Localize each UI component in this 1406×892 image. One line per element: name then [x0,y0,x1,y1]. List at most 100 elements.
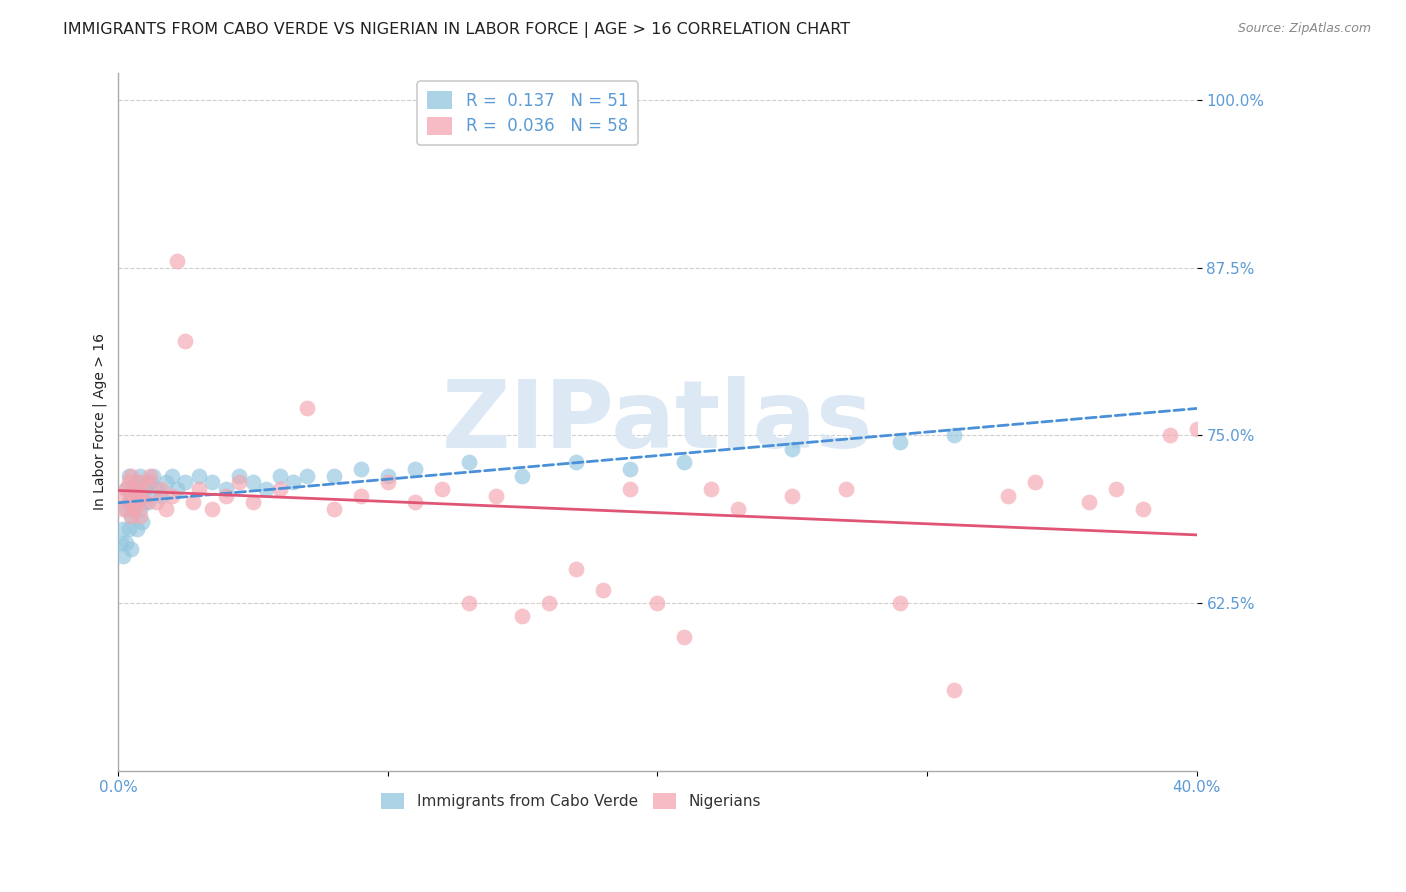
Point [215,489,238,503]
Text: ZIPatlas: ZIPatlas [441,376,873,467]
Point [112,522,135,536]
Point [125,495,148,509]
Point [997,489,1019,503]
Point [242,475,264,490]
Point [269,468,291,483]
Legend: Immigrants from Cabo Verde, Nigerians: Immigrants from Cabo Verde, Nigerians [375,787,766,815]
Point [228,468,250,483]
Point [780,489,803,503]
Point [269,482,291,496]
Point [404,495,426,509]
Point [131,516,153,530]
Point [125,482,148,496]
Point [780,442,803,456]
Point [125,522,148,536]
Point [139,475,162,490]
Point [160,489,183,503]
Point [512,609,534,624]
Point [122,489,145,503]
Point [673,455,696,469]
Point [160,468,183,483]
Point [201,475,224,490]
Point [565,562,588,576]
Point [943,683,966,698]
Point [112,502,135,516]
Point [835,482,858,496]
Point [142,468,165,483]
Point [134,482,156,496]
Y-axis label: In Labor Force | Age > 16: In Labor Force | Age > 16 [93,334,107,510]
Point [115,482,138,496]
Point [295,401,318,416]
Point [120,508,142,523]
Point [118,468,141,483]
Point [484,489,506,503]
Point [145,482,167,496]
Point [1024,475,1046,490]
Point [1185,421,1208,435]
Point [430,482,453,496]
Point [228,475,250,490]
Point [122,502,145,516]
Point [592,582,614,597]
Point [404,462,426,476]
Point [512,468,534,483]
Point [155,502,177,516]
Point [150,482,173,496]
Point [128,502,150,516]
Point [322,468,344,483]
Point [565,455,588,469]
Point [145,495,167,509]
Point [295,468,318,483]
Point [122,482,145,496]
Point [254,482,277,496]
Point [457,455,479,469]
Point [115,535,138,549]
Point [150,489,173,503]
Point [457,596,479,610]
Point [112,549,135,563]
Point [131,489,153,503]
Point [187,468,209,483]
Point [110,535,132,549]
Point [889,434,911,449]
Point [647,596,669,610]
Point [128,475,150,490]
Point [350,462,373,476]
Point [155,475,177,490]
Point [283,475,305,490]
Point [120,489,142,503]
Point [110,489,132,503]
Point [118,495,141,509]
Point [187,482,209,496]
Point [215,482,238,496]
Point [700,482,723,496]
Point [183,495,205,509]
Point [128,468,150,483]
Point [174,475,197,490]
Point [174,334,197,349]
Point [120,508,142,523]
Point [115,482,138,496]
Point [118,475,141,490]
Point [122,502,145,516]
Text: Source: ZipAtlas.com: Source: ZipAtlas.com [1237,22,1371,36]
Text: IMMIGRANTS FROM CABO VERDE VS NIGERIAN IN LABOR FORCE | AGE > 16 CORRELATION CHA: IMMIGRANTS FROM CABO VERDE VS NIGERIAN I… [63,22,851,38]
Point [136,495,159,509]
Point [115,502,138,516]
Point [619,462,641,476]
Point [1159,428,1181,442]
Point [120,542,142,557]
Point [377,468,399,483]
Point [125,475,148,490]
Point [350,489,373,503]
Point [322,502,344,516]
Point [131,489,153,503]
Point [377,475,399,490]
Point [727,502,749,516]
Point [166,482,188,496]
Point [136,475,159,490]
Point [1132,502,1154,516]
Point [139,468,162,483]
Point [118,495,141,509]
